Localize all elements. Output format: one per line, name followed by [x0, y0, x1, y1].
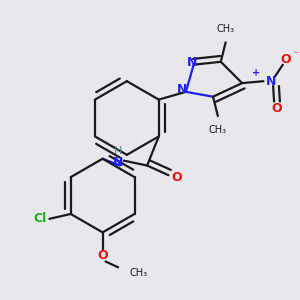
Text: H: H — [114, 146, 122, 156]
Text: N: N — [177, 83, 187, 96]
Text: O: O — [272, 102, 282, 115]
Text: N: N — [113, 156, 123, 169]
Text: CH₃: CH₃ — [130, 268, 148, 278]
Text: O: O — [97, 249, 108, 262]
Text: ⁻: ⁻ — [292, 50, 298, 60]
Text: CH₃: CH₃ — [209, 125, 227, 135]
Text: N: N — [266, 75, 276, 88]
Text: Cl: Cl — [33, 212, 46, 225]
Text: CH₃: CH₃ — [217, 24, 235, 34]
Text: N: N — [187, 56, 197, 69]
Text: O: O — [280, 53, 291, 66]
Text: +: + — [252, 68, 260, 78]
Text: O: O — [172, 171, 182, 184]
